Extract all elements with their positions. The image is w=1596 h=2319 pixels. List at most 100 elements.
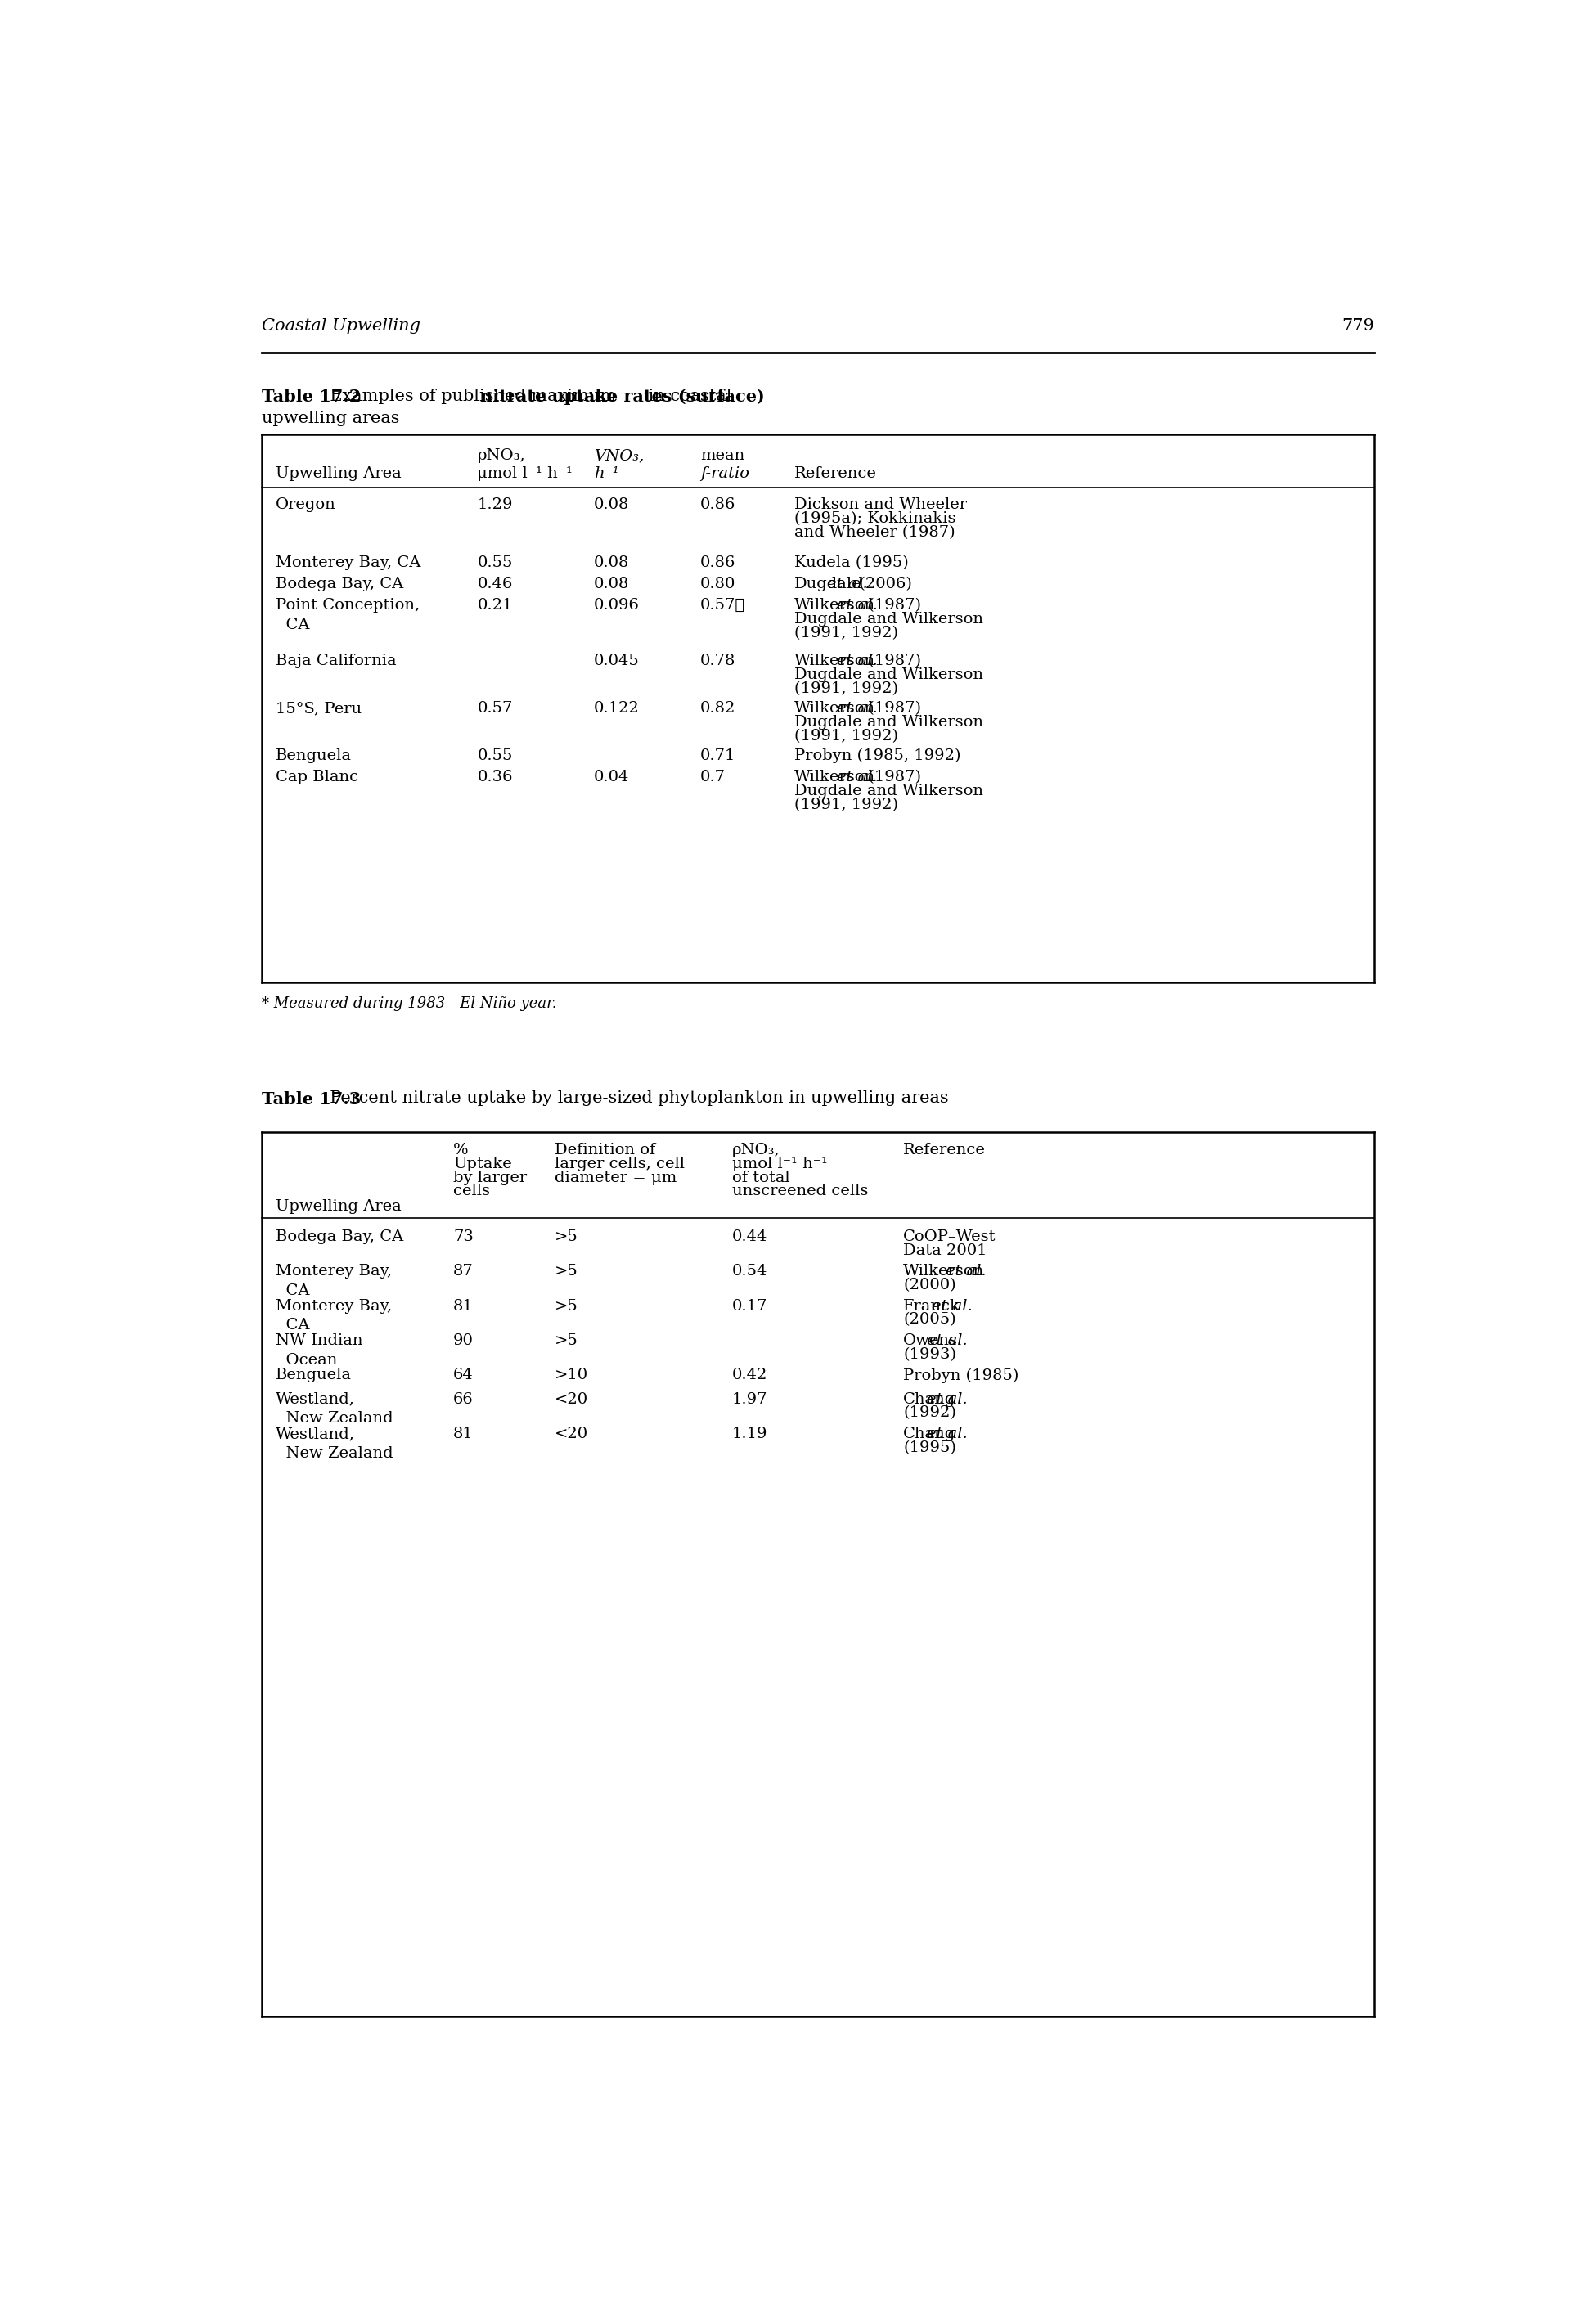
Text: (2000): (2000)	[903, 1278, 956, 1292]
Text: 90: 90	[453, 1333, 474, 1347]
Text: Westland,
  New Zealand: Westland, New Zealand	[276, 1391, 393, 1426]
Text: et al.: et al.	[932, 1299, 972, 1313]
Text: (2005): (2005)	[903, 1313, 956, 1326]
Text: (2006): (2006)	[854, 577, 911, 591]
Text: * Measured during 1983—El Niño year.: * Measured during 1983—El Niño year.	[262, 997, 557, 1011]
Text: cells: cells	[453, 1185, 490, 1199]
Text: by larger: by larger	[453, 1171, 527, 1185]
Text: 0.71: 0.71	[701, 749, 736, 763]
Text: Percent nitrate uptake by large-sized phytoplankton in upwelling areas: Percent nitrate uptake by large-sized ph…	[319, 1090, 948, 1106]
Text: (1991, 1992): (1991, 1992)	[795, 798, 899, 812]
Text: Upwelling Area: Upwelling Area	[276, 466, 401, 480]
Text: et al.: et al.	[927, 1426, 967, 1440]
Text: Franck: Franck	[903, 1299, 961, 1313]
Text: (1987): (1987)	[863, 598, 921, 612]
Text: 0.08: 0.08	[594, 499, 629, 512]
Text: Kudela (1995): Kudela (1995)	[795, 557, 908, 570]
Text: (1991, 1992): (1991, 1992)	[795, 728, 899, 744]
Text: diameter = μm: diameter = μm	[554, 1171, 677, 1185]
Text: CoOP–West: CoOP–West	[903, 1229, 996, 1243]
Text: 87: 87	[453, 1264, 474, 1278]
Text: Reference: Reference	[903, 1143, 986, 1157]
Text: (1987): (1987)	[863, 654, 921, 668]
Text: Bodega Bay, CA: Bodega Bay, CA	[276, 577, 404, 591]
Text: et al.: et al.	[827, 577, 868, 591]
Text: 0.21: 0.21	[477, 598, 512, 612]
Text: 0.122: 0.122	[594, 700, 640, 717]
Text: <20: <20	[554, 1426, 589, 1440]
Text: 0.55: 0.55	[477, 557, 512, 570]
Text: (1987): (1987)	[863, 700, 921, 717]
Text: 0.44: 0.44	[733, 1229, 768, 1243]
Text: 0.54: 0.54	[733, 1264, 768, 1278]
Text: Definition of: Definition of	[554, 1143, 656, 1157]
Text: h⁻¹: h⁻¹	[594, 466, 619, 480]
Text: Data 2001: Data 2001	[903, 1243, 986, 1257]
Text: Cap Blanc: Cap Blanc	[276, 770, 359, 784]
Text: (1987): (1987)	[863, 770, 921, 784]
Text: 0.82: 0.82	[701, 700, 736, 717]
Text: 0.096: 0.096	[594, 598, 640, 612]
Text: 0.17: 0.17	[733, 1299, 768, 1313]
Text: unscreened cells: unscreened cells	[733, 1185, 868, 1199]
Text: 81: 81	[453, 1299, 474, 1313]
Text: 1.29: 1.29	[477, 499, 512, 512]
Text: 1.97: 1.97	[733, 1391, 768, 1408]
Text: >5: >5	[554, 1299, 578, 1313]
Text: f-ratio: f-ratio	[701, 466, 750, 480]
Text: et al.: et al.	[945, 1264, 986, 1278]
Text: Dickson and Wheeler: Dickson and Wheeler	[795, 499, 967, 512]
Text: Wilkerson: Wilkerson	[795, 598, 875, 612]
Text: 0.36: 0.36	[477, 770, 512, 784]
Text: Wilkerson: Wilkerson	[795, 770, 875, 784]
Text: Benguela: Benguela	[276, 1368, 351, 1382]
Text: NW Indian
  Ocean: NW Indian Ocean	[276, 1333, 362, 1368]
Text: Benguela: Benguela	[276, 749, 351, 763]
Text: Coastal Upwelling: Coastal Upwelling	[262, 318, 420, 334]
Text: 0.08: 0.08	[594, 557, 629, 570]
Text: 81: 81	[453, 1426, 474, 1440]
Text: Chang: Chang	[903, 1391, 956, 1408]
Text: (1993): (1993)	[903, 1347, 956, 1361]
Text: et al.: et al.	[927, 1391, 967, 1408]
Text: >5: >5	[554, 1229, 578, 1243]
Text: Dugdale and Wilkerson: Dugdale and Wilkerson	[795, 784, 983, 798]
Text: ρNO₃,: ρNO₃,	[477, 448, 525, 464]
Text: Bodega Bay, CA: Bodega Bay, CA	[276, 1229, 404, 1243]
Text: 0.42: 0.42	[733, 1368, 768, 1382]
Text: Reference: Reference	[795, 466, 876, 480]
Text: Point Conception,
  CA: Point Conception, CA	[276, 598, 420, 633]
Text: (1991, 1992): (1991, 1992)	[795, 682, 899, 696]
Text: Monterey Bay,
  CA: Monterey Bay, CA	[276, 1264, 393, 1299]
Text: Dugdale and Wilkerson: Dugdale and Wilkerson	[795, 714, 983, 730]
Text: 0.86: 0.86	[701, 499, 736, 512]
Text: Upwelling Area: Upwelling Area	[276, 1199, 401, 1213]
Text: >10: >10	[554, 1368, 589, 1382]
Text: (1992): (1992)	[903, 1405, 956, 1422]
Text: (1991, 1992): (1991, 1992)	[795, 626, 899, 640]
Text: 15°S, Peru: 15°S, Peru	[276, 700, 362, 717]
Text: Dugdale and Wilkerson: Dugdale and Wilkerson	[795, 612, 983, 626]
Text: et al.: et al.	[836, 598, 878, 612]
Text: upwelling areas: upwelling areas	[262, 410, 399, 427]
Text: 0.80: 0.80	[701, 577, 736, 591]
Text: nitrate uptake rates (surface): nitrate uptake rates (surface)	[480, 390, 764, 406]
Text: <20: <20	[554, 1391, 589, 1408]
Text: et al.: et al.	[927, 1333, 967, 1347]
Text: et al.: et al.	[836, 770, 878, 784]
Text: Oregon: Oregon	[276, 499, 335, 512]
Text: 0.04: 0.04	[594, 770, 629, 784]
Text: (1995a); Kokkinakis: (1995a); Kokkinakis	[795, 510, 956, 526]
Text: VNO₃,: VNO₃,	[594, 448, 645, 464]
Text: 0.78: 0.78	[701, 654, 736, 668]
Text: μmol l⁻¹ h⁻¹: μmol l⁻¹ h⁻¹	[477, 466, 573, 480]
Text: 0.045: 0.045	[594, 654, 640, 668]
Text: and Wheeler (1987): and Wheeler (1987)	[795, 524, 954, 540]
Text: et al.: et al.	[836, 654, 878, 668]
Text: Wilkerson: Wilkerson	[903, 1264, 985, 1278]
Text: 73: 73	[453, 1229, 474, 1243]
Text: ρNO₃,: ρNO₃,	[733, 1143, 780, 1157]
Text: Monterey Bay, CA: Monterey Bay, CA	[276, 557, 421, 570]
Text: 66: 66	[453, 1391, 474, 1408]
Text: Monterey Bay,
  CA: Monterey Bay, CA	[276, 1299, 393, 1333]
